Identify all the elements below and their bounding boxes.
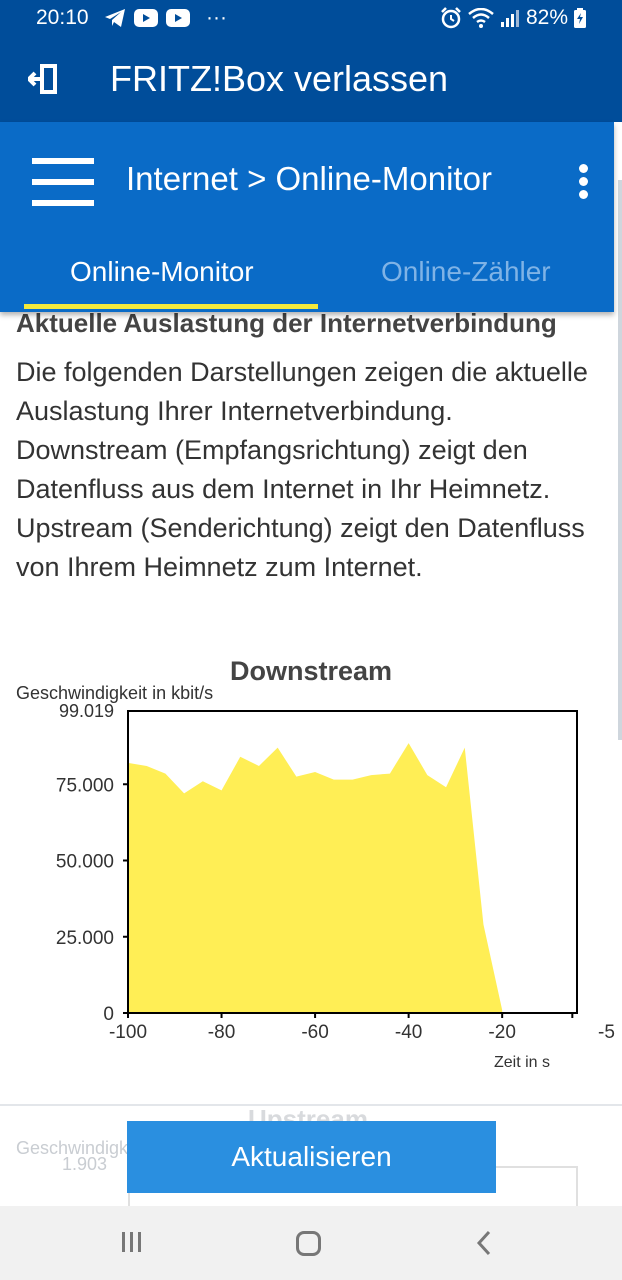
x-axis-label: Zeit in s [494, 1054, 550, 1071]
status-overflow: ··· [206, 6, 227, 29]
content-area: Aktuelle Auslastung der Internetverbindu… [16, 300, 608, 587]
recent-apps-icon[interactable] [122, 1232, 148, 1254]
upstream-y-max-label: 1.903 [62, 1154, 108, 1174]
y-tick-label: 25.000 [56, 928, 114, 949]
refresh-button[interactable]: Aktualisieren [127, 1121, 496, 1193]
chart-title: Downstream [230, 656, 392, 686]
x-tick-label: -60 [301, 1022, 328, 1043]
downstream-chart-svg: Downstream Geschwindigkeit in kbit/s 99.… [16, 656, 615, 1071]
x-tick-label: -20 [488, 1022, 515, 1043]
tab-online-zaehler[interactable]: Online-Zähler [381, 256, 551, 287]
tab-indicator [24, 304, 318, 309]
youtube-icon [134, 9, 158, 27]
plot-frame [127, 710, 578, 1014]
y-tick-label: 50.000 [56, 852, 114, 873]
navigation-bar [0, 1206, 622, 1280]
signal-icon [500, 10, 519, 27]
wifi-icon [468, 8, 494, 28]
battery-icon [574, 8, 586, 28]
x-tick-label: -100 [109, 1022, 147, 1043]
y-tick-label: 0 [103, 1004, 114, 1025]
app-title: FRITZ!Box verlassen [110, 58, 449, 99]
hamburger-menu-icon[interactable] [32, 158, 94, 206]
exit-icon[interactable] [28, 64, 58, 94]
youtube-icon [166, 9, 190, 27]
breadcrumb: Internet > Online-Monitor [126, 160, 492, 197]
x-tick-label: -40 [395, 1022, 422, 1043]
chart-divider [0, 1104, 622, 1106]
page-header: Internet > Online-Monitor Online-Monitor… [0, 122, 614, 312]
y-axis-label: Geschwindigkeit in kbit/s [16, 683, 213, 703]
battery-percent: 82% [525, 6, 568, 29]
tab-online-monitor[interactable]: Online-Monitor [70, 256, 254, 287]
scrollbar[interactable] [618, 180, 622, 740]
app-bar: FRITZ!Box verlassen [0, 38, 622, 122]
section-heading: Aktuelle Auslastung der Internetverbindu… [16, 308, 557, 338]
status-time: 20:10 [36, 6, 89, 29]
y-max-label: 99.019 [59, 701, 114, 721]
y-tick-label: 75.000 [56, 775, 114, 796]
back-icon[interactable] [474, 1230, 494, 1256]
more-vert-icon[interactable] [577, 164, 591, 200]
x-tick-label: -80 [208, 1022, 235, 1043]
x-tick-label: -5 [598, 1022, 615, 1043]
alarm-icon [441, 7, 461, 29]
telegram-icon [105, 9, 125, 27]
description-text: Die folgenden Darstellungen zeigen die a… [16, 357, 588, 582]
downstream-area [128, 743, 503, 1013]
home-icon[interactable] [296, 1231, 321, 1256]
status-bar: 20:10 ··· 82% [0, 0, 622, 38]
downstream-chart: Downstream Geschwindigkeit in kbit/s 99.… [0, 650, 622, 1080]
